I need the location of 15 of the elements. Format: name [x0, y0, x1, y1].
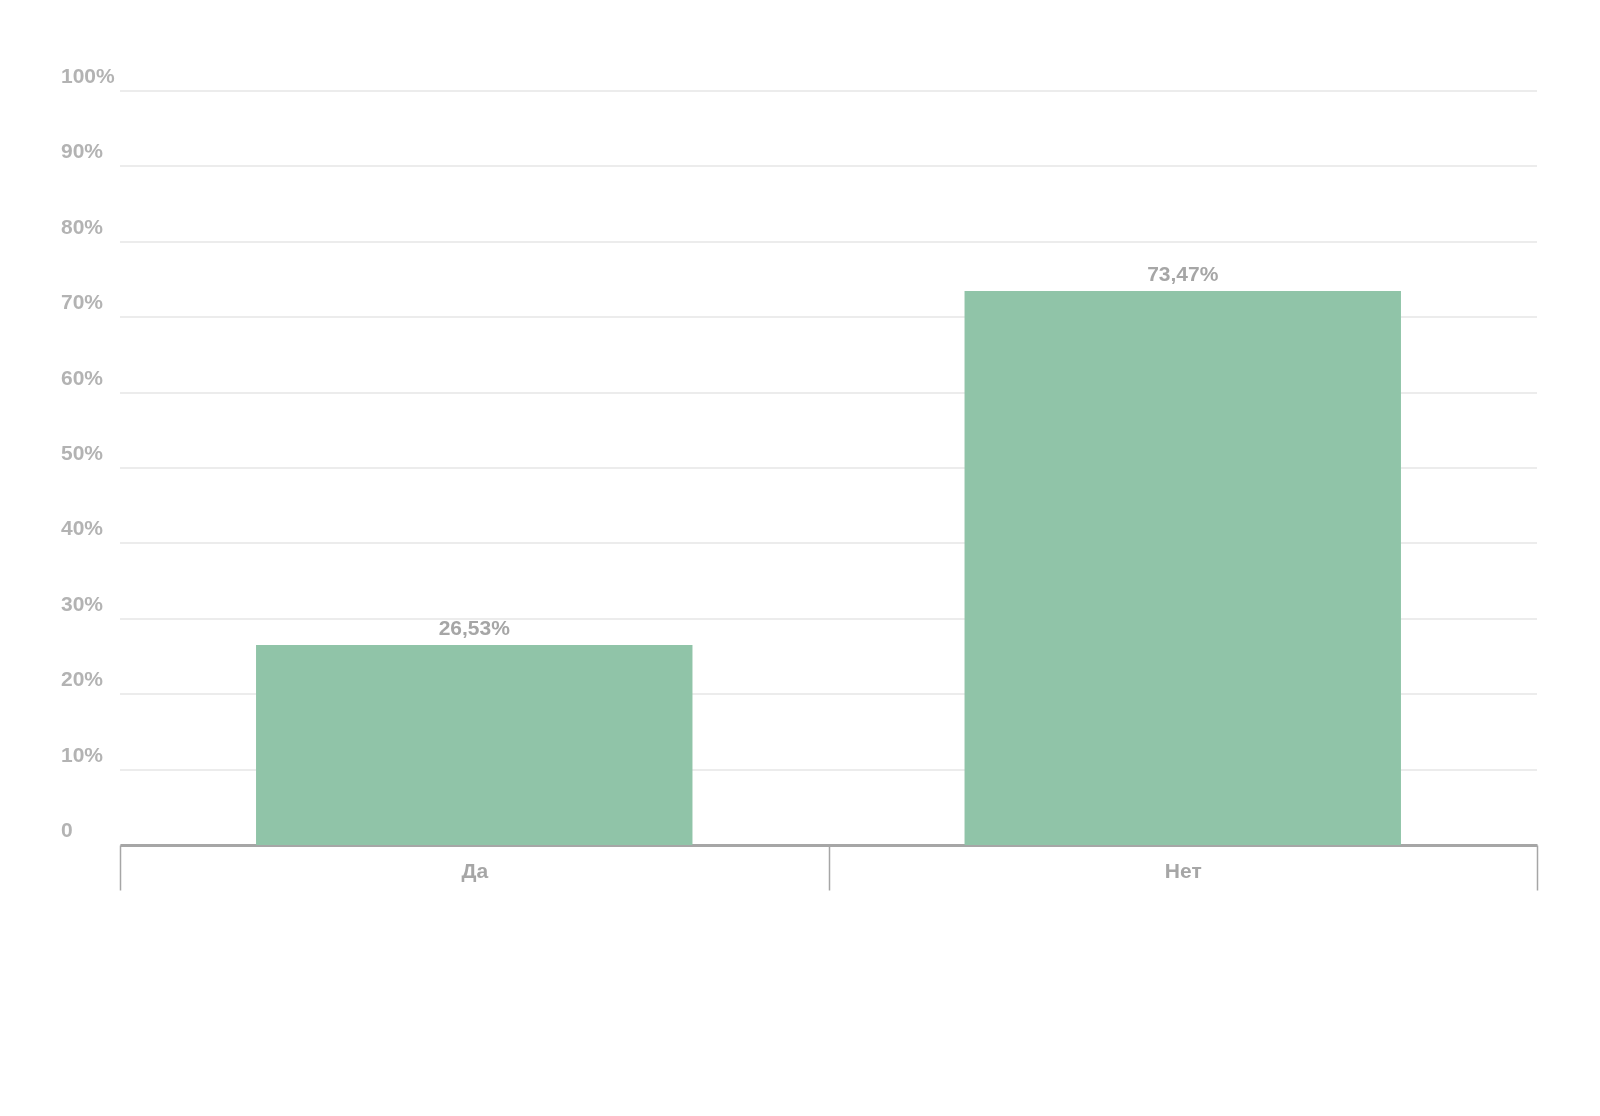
y-tick-label: 60%: [61, 365, 104, 389]
y-tick-label: 50%: [61, 441, 104, 464]
x-tick-label: Нет: [1164, 858, 1202, 882]
data-label: 73,47%: [1147, 262, 1219, 286]
y-tick-label: 30%: [61, 591, 104, 615]
y-tick-label: 70%: [61, 290, 104, 314]
data-label: 26,53%: [438, 615, 511, 639]
y-tick-label: 40%: [61, 516, 104, 540]
y-tick-label: 10%: [61, 742, 104, 766]
y-tick-label: 90%: [61, 139, 104, 163]
y-tick-label: 20%: [61, 667, 104, 691]
y-tick-label: 80%: [61, 214, 104, 238]
y-tick-label: 100%: [61, 64, 116, 87]
x-tick-label: Да: [461, 858, 489, 882]
y-tick-label: 0: [61, 818, 73, 841]
